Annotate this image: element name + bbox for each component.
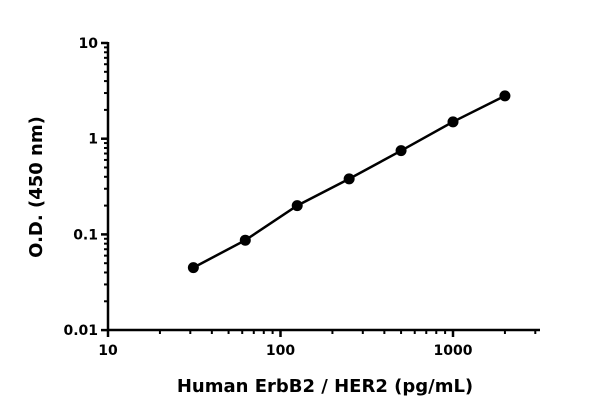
y-tick-label: 10	[79, 36, 99, 52]
x-tick-label: 100	[266, 343, 295, 359]
y-axis-title: O.D. (450 nm)	[26, 116, 47, 258]
y-tick-label: 0.01	[63, 323, 98, 339]
data-point	[395, 145, 407, 157]
data-point	[187, 262, 199, 274]
data-point	[447, 116, 459, 128]
data-point	[291, 200, 303, 212]
data-point	[343, 173, 355, 185]
plot-area	[187, 90, 511, 274]
y-tick-label: 1	[88, 132, 98, 148]
data-point	[499, 90, 511, 102]
data-point	[239, 234, 251, 246]
x-axis-title: Human ErbB2 / HER2 (pg/mL)	[177, 376, 473, 397]
x-tick-label: 1000	[434, 343, 473, 359]
x-tick-label: 10	[98, 343, 118, 359]
y-tick-label: 0.1	[73, 227, 98, 243]
